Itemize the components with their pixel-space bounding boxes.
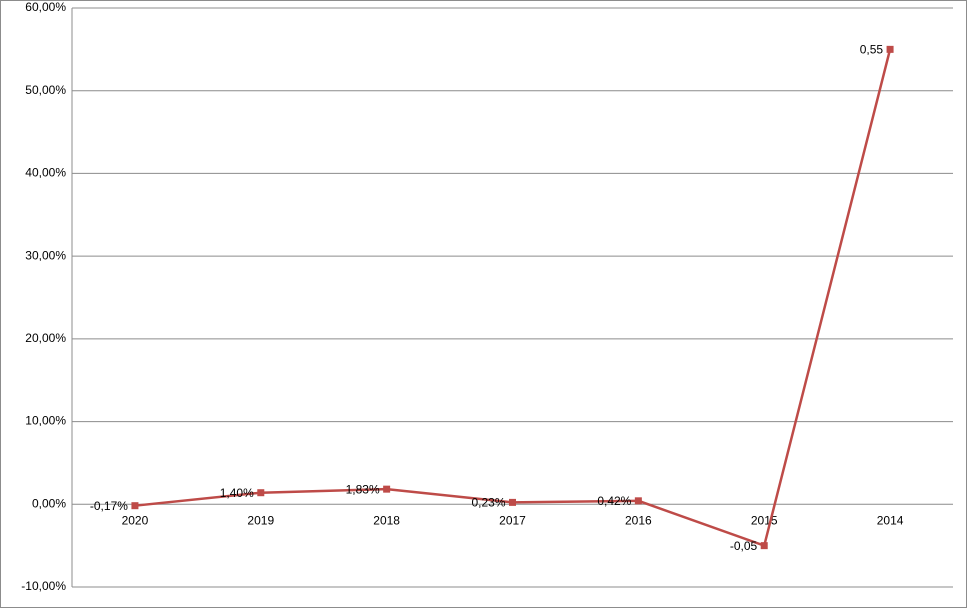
x-tick-label: 2018 — [373, 513, 400, 527]
point — [131, 502, 139, 510]
x-tick-label: 2016 — [625, 513, 652, 527]
point — [257, 489, 265, 497]
point — [634, 497, 642, 505]
y-tick-label: -10,00% — [21, 579, 66, 593]
x-tick-label: 2017 — [499, 513, 526, 527]
data-label: -0,05 — [730, 539, 758, 553]
x-tick-label: 2019 — [247, 513, 274, 527]
point — [760, 542, 768, 550]
data-label: 0,42% — [597, 494, 631, 508]
x-tick-label: 2015 — [751, 513, 778, 527]
y-tick-label: 0,00% — [32, 496, 66, 510]
data-label: 0,55 — [860, 43, 884, 57]
data-label: 1,40% — [220, 486, 254, 500]
data-label: 1,83% — [346, 482, 380, 496]
y-tick-label: 60,00% — [25, 0, 66, 14]
y-tick-label: 40,00% — [25, 166, 66, 180]
y-tick-label: 50,00% — [25, 83, 66, 97]
data-label: 0,23% — [471, 496, 505, 510]
point — [383, 485, 391, 493]
x-tick-label: 2014 — [877, 513, 904, 527]
data-label: -0,17% — [90, 499, 128, 513]
y-tick-label: 20,00% — [25, 331, 66, 345]
point — [886, 45, 894, 53]
y-tick-label: 30,00% — [25, 248, 66, 262]
x-tick-label: 2020 — [122, 513, 149, 527]
point — [509, 498, 516, 506]
y-tick-label: 10,00% — [25, 414, 66, 428]
